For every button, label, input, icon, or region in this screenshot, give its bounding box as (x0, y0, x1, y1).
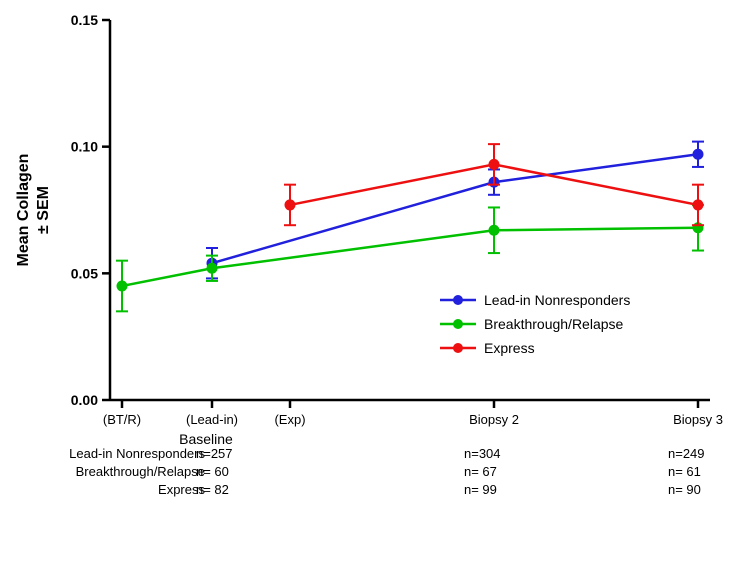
x-tick-label: (Exp) (274, 412, 305, 427)
data-point (117, 281, 127, 291)
data-point (693, 149, 703, 159)
ntable-value: n= 67 (464, 464, 497, 479)
x-tick-label: (Lead-in) (186, 412, 238, 427)
ntable-value: n= 61 (668, 464, 701, 479)
n-table: Lead-in Nonresponders Breakthrough/Relaps… (69, 446, 704, 497)
y-tick-label: 0.00 (71, 392, 98, 408)
series-line (122, 228, 698, 286)
ntable-row-label: Breakthrough/Relapse (76, 464, 205, 479)
ntable-value: n=257 (196, 446, 233, 461)
series-line (212, 154, 698, 263)
data-point (489, 225, 499, 235)
y-tick-label: 0.05 (71, 265, 98, 281)
y-axis-title-1: Mean Collagen (15, 154, 32, 267)
x-tick-label: Biopsy 3 (673, 412, 723, 427)
ntable-value: n= 82 (196, 482, 229, 497)
data-point (693, 200, 703, 210)
x-tick-label: (BT/R) (103, 412, 141, 427)
ntable-value: n=249 (668, 446, 705, 461)
data-point (207, 263, 217, 273)
y-tick-label: 0.10 (71, 139, 98, 155)
data-point (285, 200, 295, 210)
baseline-label: Baseline (179, 431, 233, 447)
chart-svg: 0.00 0.05 0.10 0.15 (BT/R) (Lead-in) (Exp) Biop… (0, 0, 750, 562)
legend: Lead-in Nonresponders Breakthrough/Relaps… (440, 292, 630, 356)
ntable-row-label: Lead-in Nonresponders (69, 446, 205, 461)
ntable-value: n= 99 (464, 482, 497, 497)
y-axis-label: Mean Collagen± SEM (15, 154, 52, 267)
data-point (489, 159, 499, 169)
ntable-value: n=304 (464, 446, 501, 461)
legend-marker (453, 319, 463, 329)
chart-container: 0.00 0.05 0.10 0.15 (BT/R) (Lead-in) (Exp) Biop… (0, 0, 750, 562)
legend-marker (453, 343, 463, 353)
legend-label: Lead-in Nonresponders (484, 292, 630, 308)
legend-label: Express (484, 340, 535, 356)
legend-label: Breakthrough/Relapse (484, 316, 624, 332)
y-tick-label: 0.15 (71, 12, 98, 28)
legend-marker (453, 295, 463, 305)
y-axis-title-2: ± SEM (35, 186, 52, 234)
x-tick-label: Biopsy 2 (469, 412, 519, 427)
series-group (116, 142, 704, 312)
ntable-value: n= 60 (196, 464, 229, 479)
ntable-value: n= 90 (668, 482, 701, 497)
